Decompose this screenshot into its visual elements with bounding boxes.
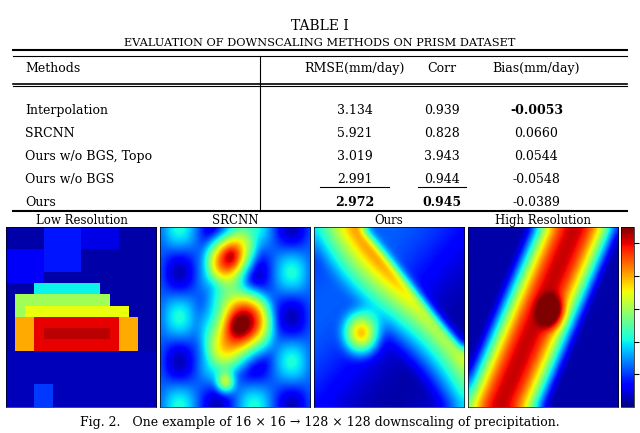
Text: Ours w/o BGS, Topo: Ours w/o BGS, Topo xyxy=(25,150,152,163)
Text: 2.972: 2.972 xyxy=(335,196,374,209)
Text: Corr: Corr xyxy=(428,62,457,75)
Text: Interpolation: Interpolation xyxy=(25,104,108,117)
Text: 0.0660: 0.0660 xyxy=(515,127,558,140)
Title: High Resolution: High Resolution xyxy=(495,214,591,227)
Title: Ours: Ours xyxy=(374,214,403,227)
Text: Methods: Methods xyxy=(25,62,81,75)
Title: SRCNN: SRCNN xyxy=(212,214,259,227)
Text: Ours w/o BGS: Ours w/o BGS xyxy=(25,173,115,186)
Text: 3.019: 3.019 xyxy=(337,150,372,163)
Text: 0.828: 0.828 xyxy=(424,127,460,140)
Text: Fig. 2.   One example of 16 × 16 → 128 × 128 downscaling of precipitation.: Fig. 2. One example of 16 × 16 → 128 × 1… xyxy=(80,416,560,429)
Text: 0.939: 0.939 xyxy=(424,104,460,117)
Text: 2.991: 2.991 xyxy=(337,173,372,186)
Text: EVALUATION OF DOWNSCALING METHODS ON PRISM DATASET: EVALUATION OF DOWNSCALING METHODS ON PRI… xyxy=(124,38,516,48)
Title: Low Resolution: Low Resolution xyxy=(35,214,127,227)
Text: 3.943: 3.943 xyxy=(424,150,460,163)
Text: SRCNN: SRCNN xyxy=(25,127,75,140)
Text: -0.0548: -0.0548 xyxy=(513,173,561,186)
Text: -0.0053: -0.0053 xyxy=(510,104,563,117)
Text: 0.945: 0.945 xyxy=(423,196,462,209)
Text: RMSE(mm/day): RMSE(mm/day) xyxy=(304,62,404,75)
Text: 5.921: 5.921 xyxy=(337,127,372,140)
Text: TABLE I: TABLE I xyxy=(291,19,349,33)
Text: 3.134: 3.134 xyxy=(337,104,372,117)
Text: Bias(mm/day): Bias(mm/day) xyxy=(493,62,580,75)
Text: Ours: Ours xyxy=(25,196,56,209)
Text: 0.944: 0.944 xyxy=(424,173,460,186)
Text: 0.0544: 0.0544 xyxy=(515,150,558,163)
Text: -0.0389: -0.0389 xyxy=(513,196,561,209)
